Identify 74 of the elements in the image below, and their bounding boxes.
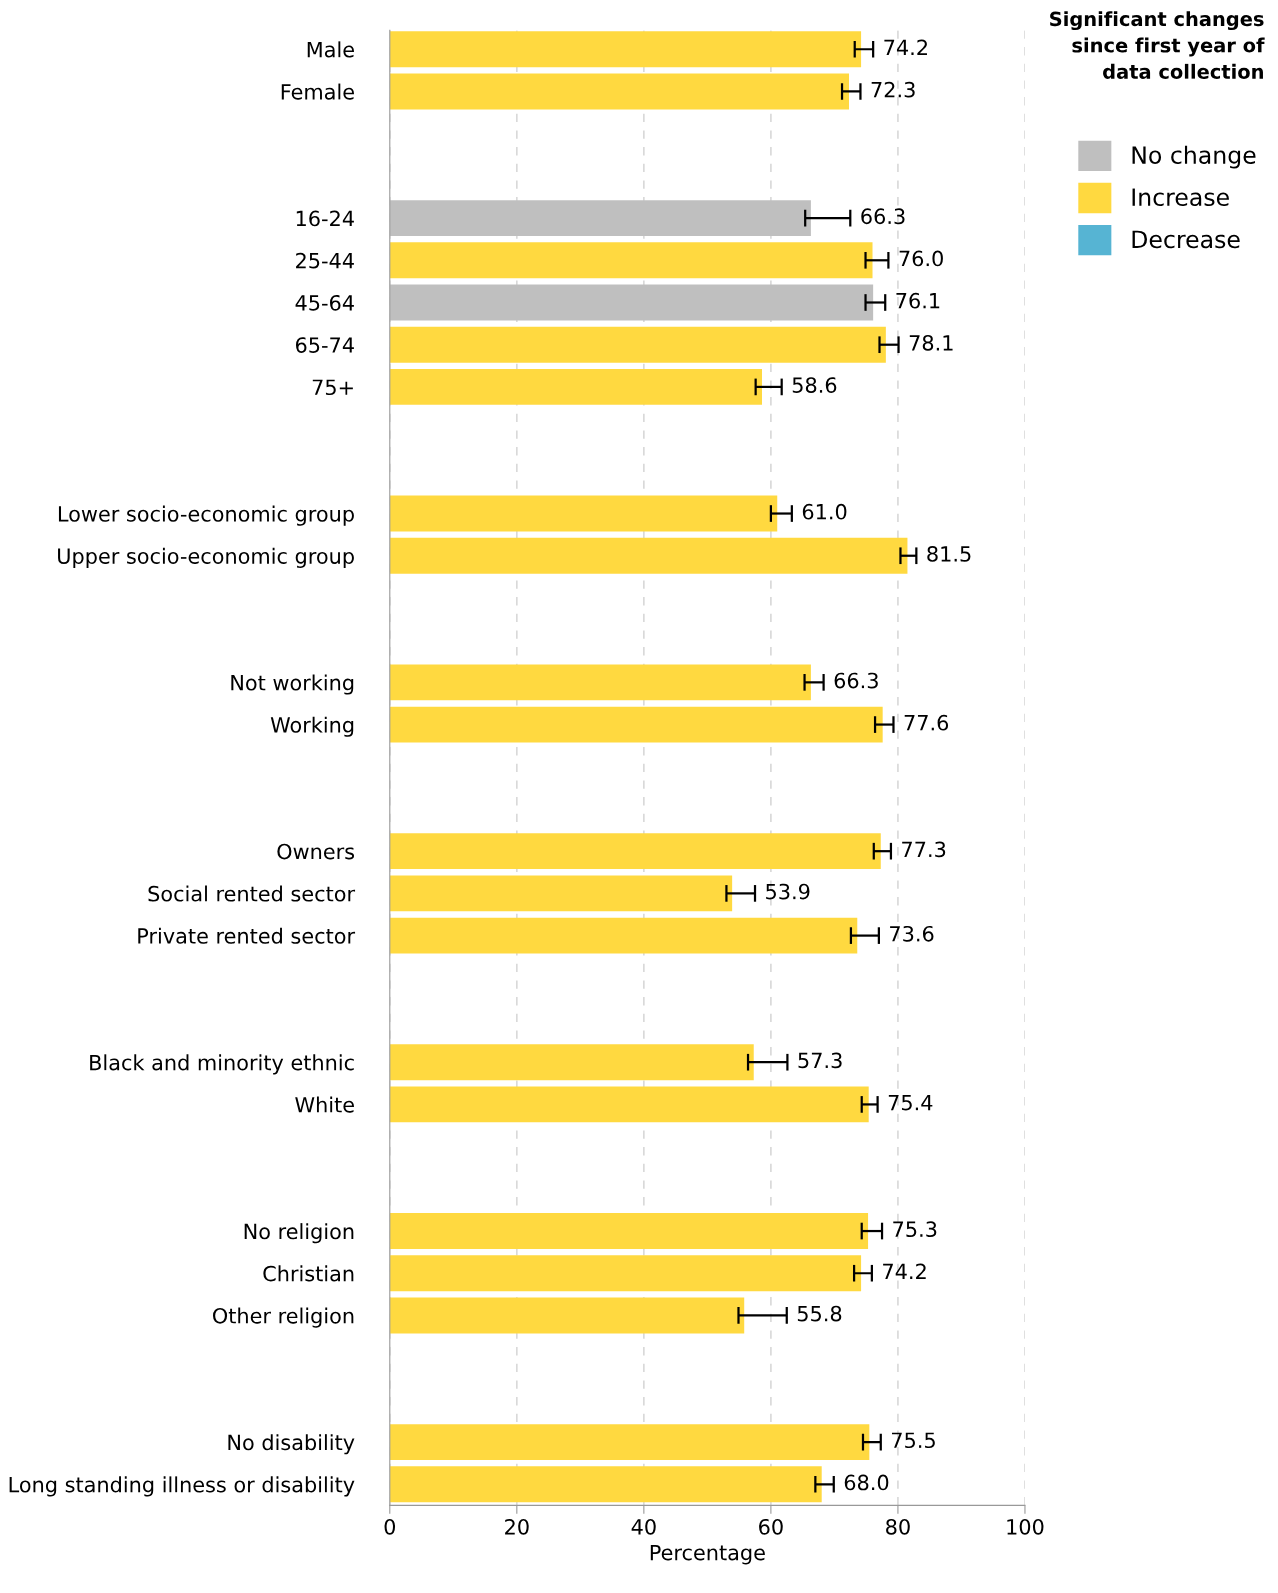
bar: [389, 537, 908, 574]
y-tick-label: White: [295, 1096, 354, 1113]
data-label: 53.9: [766, 883, 810, 900]
y-tick-label: Christian: [263, 1265, 354, 1282]
bar: [389, 1255, 862, 1292]
y-tick-label: Female: [281, 83, 354, 100]
data-label: 75.5: [892, 1432, 935, 1449]
y-tick-label: No disability: [228, 1434, 355, 1455]
x-tick-label: 100: [1007, 1518, 1044, 1535]
data-label: 72.3: [871, 81, 915, 98]
data-label: 74.2: [884, 39, 927, 56]
bar: [389, 1086, 869, 1123]
bar: [389, 917, 858, 954]
x-tick-label: 80: [886, 1518, 910, 1535]
legend-label: Decrease: [1132, 230, 1240, 249]
y-tick-label: Private rented sector: [138, 927, 356, 944]
data-label: 57.3: [798, 1052, 842, 1069]
data-label: 77.6: [904, 714, 949, 731]
data-label: 81.5: [927, 546, 971, 562]
data-label: 68.0: [844, 1474, 889, 1491]
data-label: 66.3: [861, 208, 905, 225]
data-label: 76.0: [899, 250, 943, 267]
bar: [389, 1297, 745, 1334]
legend-label: No change: [1132, 145, 1256, 169]
data-label: 55.8: [797, 1305, 842, 1322]
y-tick-label: 75+: [312, 379, 353, 396]
bar: [389, 1213, 869, 1249]
data-label: 78.1: [909, 334, 953, 351]
bar: [389, 200, 811, 237]
x-tick-label: 0: [384, 1518, 396, 1535]
bar: [389, 368, 762, 405]
data-label: 76.1: [896, 292, 940, 309]
bar: [389, 706, 883, 743]
bar: [389, 326, 886, 363]
y-tick-label: Male: [307, 41, 354, 58]
y-tick-label: Black and minority ethnic: [90, 1054, 354, 1075]
y-tick-label: No religion: [244, 1223, 354, 1244]
data-label: 75.4: [888, 1094, 933, 1111]
x-tick-label: 60: [759, 1518, 783, 1535]
data-label: 74.2: [883, 1263, 926, 1279]
y-tick-label: Working: [270, 716, 354, 737]
bar: [389, 242, 873, 279]
bar: [389, 284, 874, 321]
bar: [389, 1466, 822, 1503]
bar: [389, 73, 850, 110]
y-tick-label: 16-24: [296, 210, 354, 227]
x-tick-label: 20: [505, 1518, 529, 1535]
y-tick-label: 25-44: [296, 252, 354, 269]
bar: [389, 833, 881, 870]
x-axis-title: Percentage: [650, 1544, 765, 1565]
data-label: 58.6: [792, 377, 837, 393]
y-tick-label: Lower socio-economic group: [58, 505, 354, 526]
data-label: 75.3: [893, 1221, 937, 1238]
legend-title: Significant changes since first year of data collection: [1050, 11, 1265, 79]
data-label: 73.6: [890, 925, 934, 942]
y-tick-label: Owners: [277, 843, 355, 860]
data-label: 61.0: [802, 503, 847, 520]
legend-label: Increase: [1132, 188, 1229, 207]
bar: [389, 31, 862, 68]
bar: [389, 495, 778, 532]
data-label: 66.3: [834, 672, 878, 689]
bar: [389, 1044, 754, 1081]
y-tick-label: 65-74: [295, 337, 354, 353]
bar: [389, 1424, 870, 1461]
data-label: 77.3: [902, 841, 946, 858]
y-tick-label: Social rented sector: [148, 885, 356, 902]
y-tick-label: Not working: [231, 674, 354, 695]
y-tick-label: 45-64: [295, 294, 354, 311]
y-tick-label: Long standing illness or disability: [9, 1476, 355, 1497]
bar: [389, 664, 811, 701]
y-tick-label: Other religion: [213, 1307, 354, 1328]
x-tick-label: 40: [631, 1518, 656, 1535]
y-tick-label: Upper socio-economic group: [58, 547, 354, 568]
bar: [389, 875, 733, 912]
